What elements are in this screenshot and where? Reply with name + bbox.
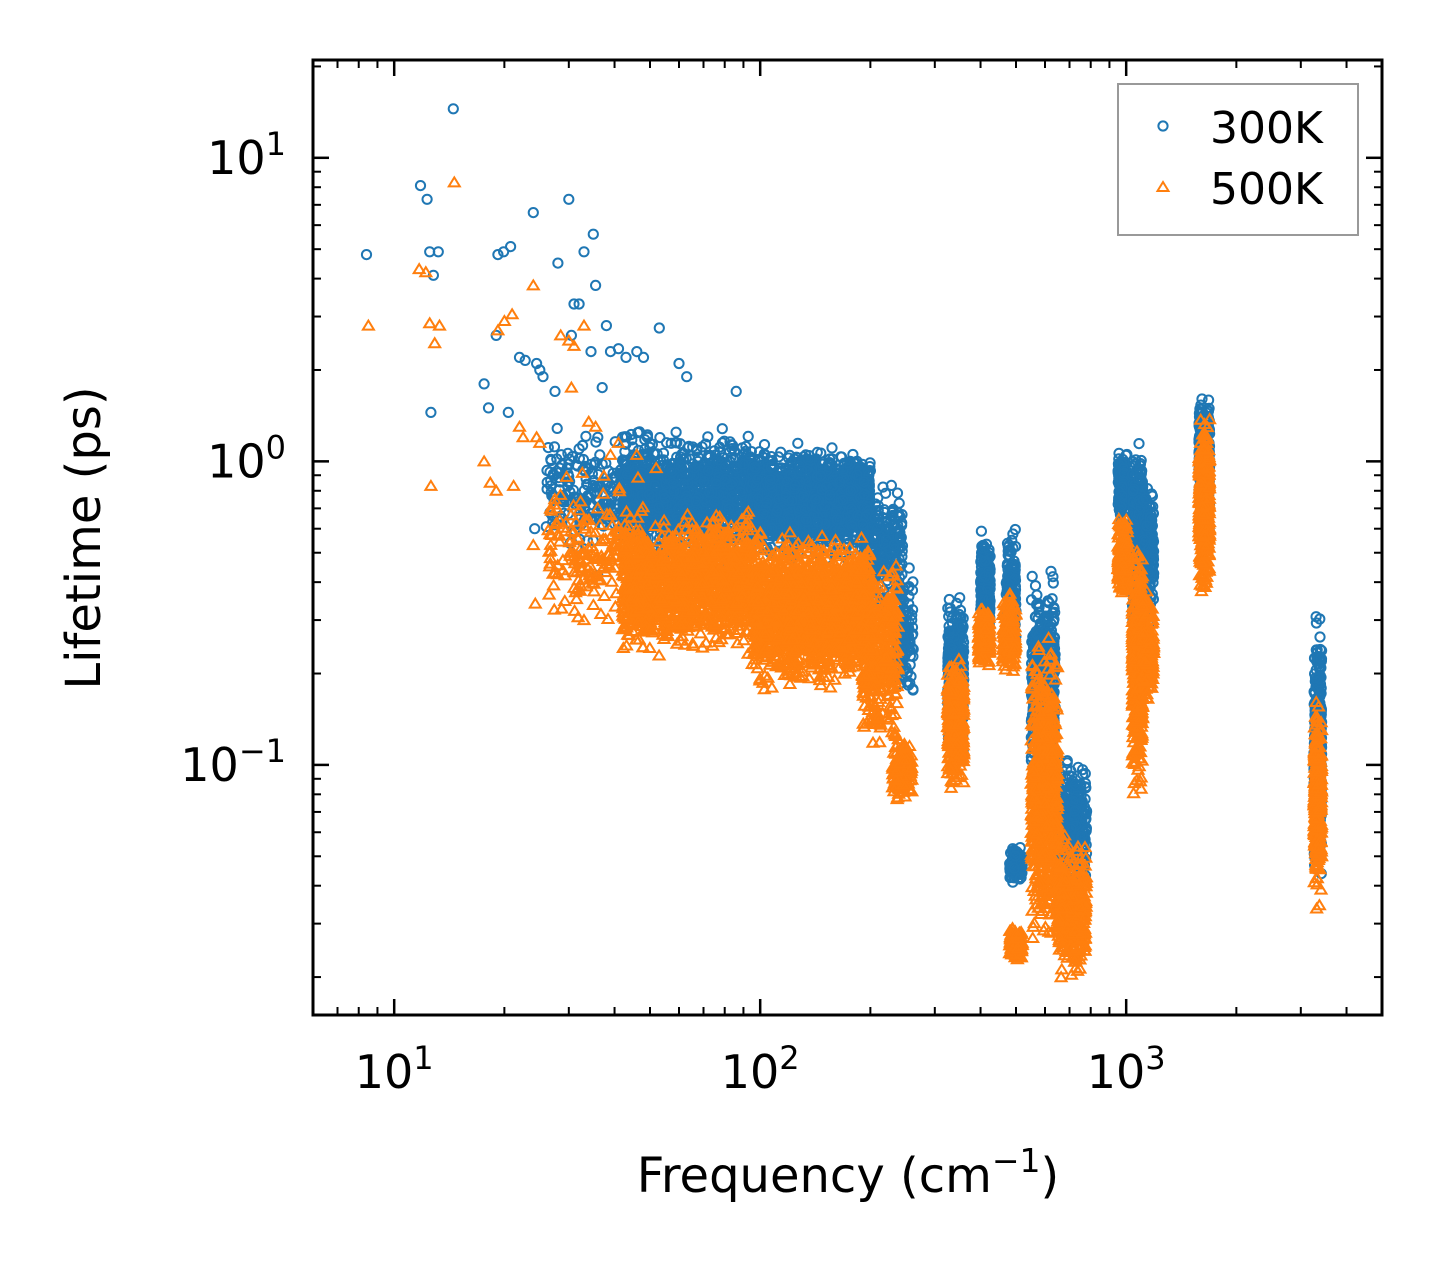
data-point — [502, 406, 514, 418]
data-point — [513, 351, 526, 363]
data-point — [545, 453, 557, 465]
data-point — [637, 351, 650, 363]
data-point — [519, 354, 531, 366]
data-point — [826, 442, 838, 454]
data-point — [587, 228, 599, 240]
data-point — [482, 402, 495, 414]
data-point — [432, 246, 444, 258]
data-point — [421, 193, 433, 205]
data-point — [891, 487, 904, 499]
data-point — [585, 346, 597, 358]
data-point — [742, 430, 754, 442]
data-point — [681, 371, 693, 383]
data-point — [492, 249, 504, 261]
data-point — [568, 298, 580, 310]
data-point — [600, 320, 613, 332]
data-point — [541, 476, 553, 488]
data-point — [639, 434, 651, 446]
data-point — [631, 346, 643, 358]
data-point — [573, 298, 585, 310]
data-point — [581, 478, 593, 490]
data-point — [590, 436, 602, 448]
data-point — [551, 422, 563, 434]
data-point — [792, 437, 804, 449]
data-point — [716, 423, 728, 435]
data-point — [702, 431, 714, 443]
data-point — [541, 483, 553, 495]
data-point — [596, 382, 608, 394]
data-point — [447, 103, 459, 115]
data-point — [577, 439, 589, 452]
data-point — [551, 465, 563, 477]
data-point — [589, 456, 602, 468]
data-point — [572, 460, 584, 472]
data-point — [633, 426, 646, 438]
data-point — [602, 497, 614, 509]
data-point — [505, 241, 517, 253]
data-point — [975, 525, 988, 537]
data-point — [527, 207, 539, 219]
data-point — [670, 426, 682, 438]
data-point — [529, 523, 541, 535]
data-point — [414, 180, 427, 192]
data-point — [425, 406, 437, 418]
data-point — [478, 378, 490, 390]
data-point — [551, 453, 563, 465]
data-point — [653, 322, 665, 334]
data-point — [537, 371, 549, 383]
data-point — [718, 435, 730, 447]
data-point — [612, 343, 625, 355]
data-point — [1026, 570, 1038, 583]
data-point — [498, 246, 510, 258]
data-point — [563, 193, 575, 205]
data-point — [654, 432, 666, 444]
data-point — [730, 385, 742, 397]
data-point — [549, 385, 561, 397]
points-layer — [360, 103, 1329, 983]
data-point — [580, 430, 592, 442]
data-point — [620, 351, 632, 363]
data-point — [590, 279, 602, 291]
data-point — [562, 447, 574, 459]
data-point — [578, 246, 590, 258]
data-point — [552, 257, 564, 269]
data-point — [577, 453, 590, 466]
data-point — [548, 441, 561, 453]
data-point — [360, 249, 373, 261]
data-point — [1029, 580, 1042, 592]
data-point — [673, 357, 685, 370]
data-point — [531, 357, 543, 370]
data-point — [554, 484, 566, 496]
